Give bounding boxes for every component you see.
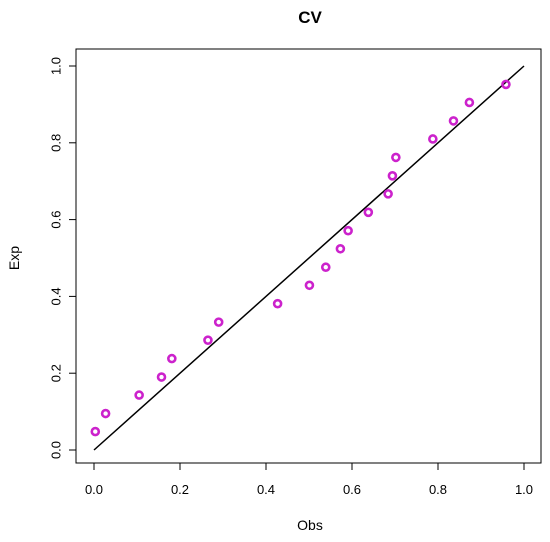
chart-title: CV (298, 8, 322, 27)
data-point (167, 353, 177, 364)
data-point (203, 335, 213, 345)
data-point (100, 408, 111, 419)
x-tick-label: 0.2 (171, 482, 189, 497)
x-axis-label: Obs (297, 517, 323, 533)
x-tick-label: 0.4 (257, 482, 275, 497)
x-tick-label: 0.8 (429, 482, 447, 497)
data-point (134, 390, 144, 400)
data-point (428, 134, 438, 144)
x-tick-label: 1.0 (515, 482, 533, 497)
x-tick-label: 0.6 (343, 482, 361, 497)
data-point (272, 298, 283, 309)
data-point (391, 152, 401, 163)
x-axis-ticks: 0.0 0.2 0.4 0.6 0.8 1.0 (85, 463, 533, 497)
data-point (304, 280, 315, 291)
data-point (464, 97, 475, 108)
plot-frame (75, 48, 542, 464)
data-points (90, 79, 511, 437)
y-tick-label: 0.0 (49, 441, 64, 459)
y-tick-label: 0.2 (49, 364, 64, 382)
y-tick-label: 0.4 (49, 287, 64, 305)
y-axis-label: Exp (6, 246, 22, 270)
data-point (383, 189, 393, 199)
y-tick-label: 0.6 (49, 211, 64, 229)
y-tick-label: 1.0 (49, 57, 64, 75)
reference-line (93, 65, 525, 451)
data-point (213, 317, 224, 327)
data-point (501, 79, 511, 90)
data-point (343, 225, 353, 236)
y-axis-ticks: 0.0 0.2 0.4 0.6 0.8 1.0 (49, 57, 76, 459)
data-point (387, 171, 398, 181)
data-point (448, 116, 459, 126)
data-point (335, 243, 346, 254)
data-point (156, 372, 167, 382)
y-tick-label: 0.8 (49, 134, 64, 152)
data-point (90, 426, 101, 437)
data-point (363, 207, 374, 218)
x-tick-label: 0.0 (85, 482, 103, 497)
data-point (320, 262, 331, 273)
